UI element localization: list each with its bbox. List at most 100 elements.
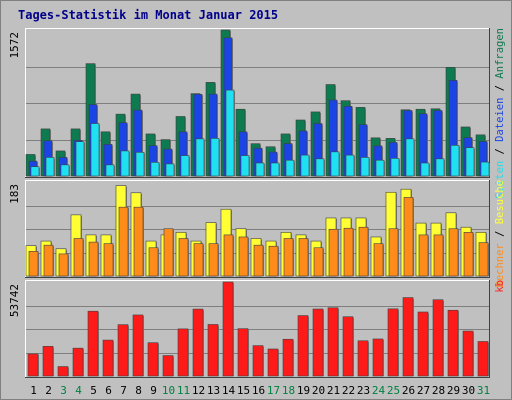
x-tick-label: 18 [282, 384, 295, 397]
bar-seiten-19 [300, 154, 310, 177]
x-tick-label: 2 [45, 384, 52, 397]
bar-seiten-20 [315, 158, 325, 177]
legend: kb [494, 280, 506, 293]
bar-seiten-23 [360, 157, 370, 177]
bar-kb-undefined [162, 355, 174, 377]
bar-rechner-undefined [58, 253, 69, 277]
x-axis-labels: 1 2 3 4 5 6 7 8 9 10 11 12 13 14 15 16 17 18 19 20 21 22 23 24 2… [30, 384, 490, 397]
bar-kb-undefined [327, 307, 339, 377]
legend: Seiten / Dateien / Anfragen [494, 28, 506, 199]
x-tick-label: 25 [387, 384, 400, 397]
bar-seiten-18 [285, 159, 295, 177]
bar-rechner-undefined [88, 241, 99, 277]
bar-seiten-26 [405, 138, 415, 177]
x-tick-label: 14 [222, 384, 236, 397]
bar-seiten-30 [465, 147, 475, 177]
bar-seiten-13 [210, 138, 220, 177]
bar-kb-undefined [432, 299, 444, 377]
legend-separator: / [494, 79, 506, 98]
bar-seiten-15 [240, 155, 250, 177]
bar-rechner-undefined [463, 232, 474, 277]
bar-rechner-undefined [478, 242, 489, 277]
x-tick-label: 1 [30, 384, 37, 397]
bar-rechner-undefined [163, 228, 174, 277]
bar-rechner-undefined [43, 244, 54, 277]
x-tick-label: 16 [252, 384, 265, 397]
x-tick-label: 10 [162, 384, 175, 397]
legend-entry: Rechner [494, 243, 506, 287]
bar-seiten-21 [330, 151, 340, 177]
x-tick-label: 19 [297, 384, 310, 397]
y-max-label: 53742 [8, 284, 21, 317]
visits-panel: 183 [8, 180, 490, 278]
bar-rechner-undefined [148, 247, 159, 277]
bar-rechner-undefined [328, 228, 339, 277]
bar-seiten-9 [150, 162, 160, 177]
bar-rechner-undefined [388, 228, 399, 277]
x-tick-label: 4 [75, 384, 82, 397]
legend-entry: Seiten [494, 161, 506, 199]
bar-seiten-24 [375, 159, 385, 177]
bar-kb-undefined [387, 308, 399, 377]
bar-seiten-28 [435, 158, 445, 177]
bar-seiten-10 [165, 163, 175, 177]
bar-kb-undefined [312, 308, 324, 377]
x-tick-label: 20 [312, 384, 325, 397]
bar-kb-undefined [57, 366, 69, 377]
y-max-label: 1572 [8, 32, 21, 59]
bar-kb-undefined [447, 309, 459, 377]
x-tick-label: 28 [432, 384, 445, 397]
x-tick-label: 7 [120, 384, 127, 397]
x-tick-label: 11 [177, 384, 190, 397]
bar-kb-undefined [87, 310, 99, 377]
x-tick-label: 22 [342, 384, 355, 397]
x-tick-label: 31 [477, 384, 490, 397]
bar-seiten-16 [255, 162, 265, 177]
bar-rechner-undefined [133, 206, 144, 277]
bar-rechner-undefined [118, 206, 129, 277]
bar-rechner-undefined [103, 243, 114, 277]
bar-kb-undefined [252, 345, 264, 377]
legend-entry: Dateien [494, 98, 506, 142]
bar-seiten-29 [450, 145, 460, 177]
bar-kb-undefined [237, 328, 249, 377]
bar-seiten-6 [105, 164, 115, 177]
legend-entry: kb [494, 280, 506, 293]
x-tick-label: 24 [372, 384, 386, 397]
bar-kb-undefined [402, 297, 414, 377]
bar-kb-undefined [102, 339, 114, 377]
x-tick-label: 26 [402, 384, 415, 397]
bar-rechner-undefined [358, 226, 369, 277]
bar-rechner-undefined [238, 236, 249, 277]
bar-rechner-undefined [313, 247, 324, 277]
bar-kb-undefined [417, 311, 429, 377]
bar-rechner-undefined [178, 238, 189, 277]
x-tick-label: 9 [150, 384, 157, 397]
bar-kb-undefined [222, 281, 234, 377]
bar-rechner-undefined [268, 245, 279, 277]
hits-panel: 1572 [8, 28, 490, 178]
bar-seiten-1 [30, 166, 40, 177]
x-tick-label: 27 [417, 384, 430, 397]
bar-rechner-undefined [283, 238, 294, 277]
bar-seiten-7 [120, 150, 130, 177]
bar-kb-undefined [207, 324, 219, 377]
bar-seiten-22 [345, 154, 355, 177]
bar-rechner-undefined [343, 227, 354, 277]
bar-kb-undefined [72, 347, 84, 377]
bar-rechner-undefined [208, 243, 219, 277]
bar-seiten-8 [135, 152, 145, 177]
bar-rechner-undefined [28, 251, 39, 277]
bar-kb-undefined [177, 328, 189, 377]
bar-kb-undefined [117, 324, 129, 377]
legend: Rechner / Besuche [494, 180, 506, 288]
bar-kb-undefined [342, 316, 354, 377]
bar-seiten-14 [225, 89, 235, 177]
x-tick-label: 5 [90, 384, 97, 397]
bar-rechner-undefined [448, 228, 459, 277]
bar-rechner-undefined [298, 238, 309, 277]
bar-seiten-11 [180, 155, 190, 177]
bar-kb-undefined [42, 346, 54, 377]
